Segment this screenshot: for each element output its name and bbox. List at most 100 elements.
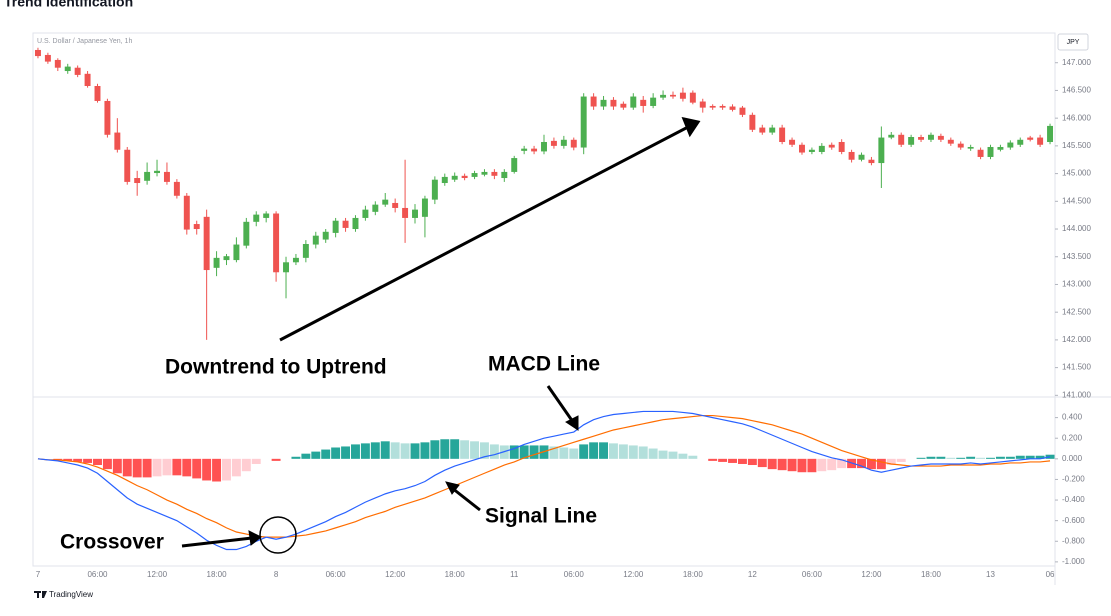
candle-body xyxy=(709,105,716,108)
histogram-bar xyxy=(331,447,341,459)
y-tick-label: 0.200 xyxy=(1062,433,1083,442)
histogram-bar xyxy=(807,458,817,473)
candle-body xyxy=(114,132,121,150)
histogram-bar xyxy=(470,441,480,459)
candle-body xyxy=(729,106,736,110)
candle-body xyxy=(590,96,597,107)
annotation: MACD Line xyxy=(488,353,600,376)
candle-body xyxy=(64,66,71,72)
x-tick-label: 18:00 xyxy=(445,570,466,579)
annotation: Crossover xyxy=(60,531,164,554)
candle-body xyxy=(223,256,230,261)
candle-body xyxy=(362,209,369,218)
y-tick-label: 146.500 xyxy=(1062,86,1091,95)
candle-body xyxy=(997,146,1004,150)
candle-body xyxy=(511,158,518,172)
candle-body xyxy=(154,170,161,174)
histogram-bar xyxy=(351,444,360,459)
candle-body xyxy=(858,154,865,160)
candle-body xyxy=(84,73,91,87)
histogram-bar xyxy=(73,458,83,462)
y-tick-label: -0.800 xyxy=(1062,536,1085,545)
candle-body xyxy=(233,244,240,261)
symbol-label: U.S. Dollar / Japanese Yen, 1h xyxy=(37,38,132,45)
candle-body xyxy=(828,144,835,148)
candle-body xyxy=(620,103,627,108)
histogram-bar xyxy=(102,458,112,470)
candle-body xyxy=(372,204,379,212)
candle-body xyxy=(630,96,637,108)
candle-body xyxy=(253,214,260,222)
candle-body xyxy=(1017,139,1024,145)
histogram-bar xyxy=(83,458,93,463)
candle-body xyxy=(144,171,151,181)
candle-body xyxy=(650,97,657,106)
plot-frame xyxy=(32,32,1056,567)
candle-body xyxy=(441,176,448,184)
histogram-bar xyxy=(321,449,331,459)
histogram-bar xyxy=(1025,455,1035,459)
candle-body xyxy=(541,141,547,152)
x-tick-label: 18:00 xyxy=(683,570,704,579)
candle-body xyxy=(332,220,339,233)
histogram-bar xyxy=(212,458,222,482)
y-tick-label: 146.000 xyxy=(1062,113,1091,122)
histogram-bar xyxy=(747,458,757,466)
histogram-bar xyxy=(648,448,658,459)
histogram-bar xyxy=(380,441,390,459)
macd-arrow xyxy=(546,385,575,423)
x-tick-label: 8 xyxy=(274,570,279,579)
candle-body xyxy=(808,149,815,152)
candle-body xyxy=(193,224,200,230)
histogram-bar xyxy=(152,458,162,477)
arrow-head xyxy=(681,116,701,138)
candle-body xyxy=(292,257,299,263)
y-tick-label: -1.000 xyxy=(1062,557,1085,566)
histogram-bar xyxy=(737,458,747,464)
candle-body xyxy=(1027,137,1034,140)
histogram-bar xyxy=(569,448,579,459)
histogram-bar xyxy=(579,444,589,459)
candle-body xyxy=(779,127,786,142)
candle-body xyxy=(610,99,617,107)
histogram-bar xyxy=(231,458,241,477)
histogram-bar xyxy=(549,446,559,459)
candle-body xyxy=(987,146,994,157)
histogram-bar xyxy=(112,458,122,474)
candle-body xyxy=(789,139,796,145)
histogram-bar xyxy=(797,458,807,473)
candle-body xyxy=(431,179,438,200)
candle-body xyxy=(183,195,190,230)
candle-body xyxy=(104,100,111,135)
candle-body xyxy=(878,137,885,164)
x-tick-label: 18:00 xyxy=(921,570,942,579)
candle-body xyxy=(947,139,954,144)
candle-body xyxy=(94,86,101,101)
x-tick-label: 06:00 xyxy=(802,570,823,579)
candle-body xyxy=(898,134,905,145)
candle-body xyxy=(491,171,498,176)
candle-body xyxy=(273,213,280,273)
histogram-bar xyxy=(182,458,192,477)
x-tick-label: 11 xyxy=(510,570,519,579)
candle-body xyxy=(560,139,567,146)
histogram-bar xyxy=(480,442,489,459)
candle-body xyxy=(54,59,61,68)
candle-body xyxy=(957,143,964,148)
histogram-bar xyxy=(688,455,698,459)
histogram-bar xyxy=(718,458,728,462)
candle-body xyxy=(382,199,389,205)
candle-body xyxy=(283,262,289,273)
candle-body xyxy=(670,94,676,97)
currency-label: JPY xyxy=(1067,39,1080,46)
y-tick-label: 0.000 xyxy=(1062,454,1083,463)
candle-body xyxy=(44,54,51,62)
candle-body xyxy=(471,173,478,177)
candle-body xyxy=(342,220,349,228)
histogram-bar xyxy=(93,458,102,466)
candle-body xyxy=(263,213,270,218)
marks: 7 06:00 12:00 18:00 8 06:00 12:00 18:00 11 06:00 1… xyxy=(34,47,1091,579)
histogram-bar xyxy=(509,445,519,459)
x-tick-label: 12:00 xyxy=(623,570,644,579)
